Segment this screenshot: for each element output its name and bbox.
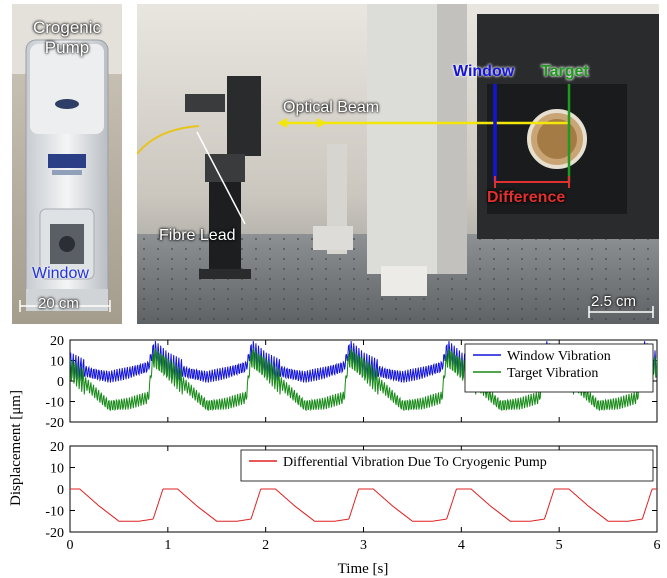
photo-cryogenic-pump: Crogenic Pump Window 20 cm — [12, 4, 122, 324]
legend-label: Differential Vibration Due To Cryogenic … — [283, 455, 547, 470]
label-difference: Difference — [487, 189, 566, 206]
y-tick-label: 0 — [57, 483, 64, 498]
y-tick-label: 20 — [50, 334, 64, 349]
x-tick-label: 2 — [262, 538, 269, 553]
y-tick-label: -10 — [45, 396, 64, 411]
scale-label-left: 20 cm — [38, 295, 79, 312]
legend-box — [464, 343, 654, 393]
x-tick-label: 6 — [654, 538, 661, 553]
y-tick-label: -10 — [45, 505, 64, 520]
y-tick-label: -20 — [45, 416, 64, 431]
y-tick-label: -20 — [45, 526, 64, 541]
label-fibre-lead: Fibre Lead — [159, 227, 236, 244]
pump-photo-drawing — [12, 4, 122, 324]
label-window-left: Window — [32, 265, 89, 282]
plot-bottom-panel: -20 -10 0 10 20 0 1 2 3 4 5 6 Differential Vibration… — [45, 440, 660, 553]
label-window-right: Window — [453, 63, 515, 80]
y-tick-label: 20 — [50, 440, 64, 455]
x-tick-label: 5 — [556, 538, 563, 553]
series-line-1 — [70, 488, 657, 522]
y-tick-label: 10 — [50, 355, 64, 370]
x-tick-label: 1 — [164, 538, 171, 553]
setup-photo-drawing — [137, 4, 659, 324]
scale-label-right: 2.5 cm — [591, 293, 637, 310]
legend-label: Window Vibration — [507, 349, 611, 364]
plot-top-panel: -20 -10 0 10 20 Window Vibration Target Vibrat… — [45, 334, 658, 431]
x-tick-label: 4 — [458, 538, 465, 553]
x-axis-label: Time [s] — [338, 561, 389, 577]
legend-box — [240, 449, 654, 482]
y-tick-label: 0 — [57, 375, 64, 390]
y-tick-label: 10 — [50, 462, 64, 477]
legend-label: Target Vibration — [507, 366, 598, 381]
photo-optical-setup: Window Target Optical Beam Difference Fi… — [137, 4, 659, 324]
x-tick-label: 0 — [67, 538, 74, 553]
label-target: Target — [541, 63, 589, 80]
label-cryogenic-pump: Crogenic Pump — [32, 18, 102, 57]
x-tick-label: 3 — [360, 538, 367, 553]
label-optical-beam: Optical Beam — [283, 99, 380, 116]
y-axis-label: Displacement [μm] — [8, 390, 24, 506]
